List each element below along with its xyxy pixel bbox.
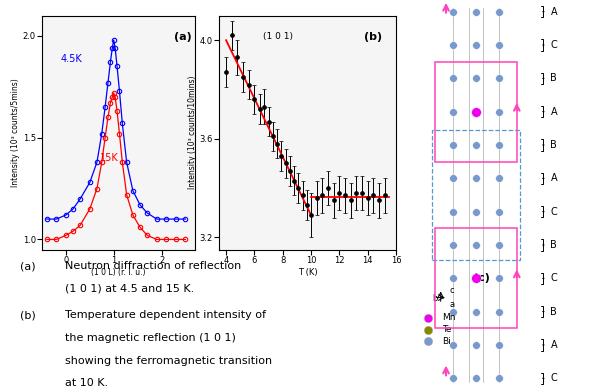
Text: (1 0 1) at 4.5 and 15 K.: (1 0 1) at 4.5 and 15 K.	[65, 284, 194, 294]
Text: (c): (c)	[473, 273, 490, 283]
Text: (a): (a)	[173, 32, 191, 42]
Bar	[436, 228, 517, 328]
Text: B: B	[550, 73, 557, 83]
Text: Neutron diffraction of reflection: Neutron diffraction of reflection	[65, 261, 241, 271]
Text: B: B	[550, 140, 557, 150]
Text: b: b	[432, 294, 437, 303]
Text: Bi: Bi	[442, 337, 451, 346]
Text: showing the ferromagnetic transition: showing the ferromagnetic transition	[65, 356, 272, 365]
X-axis label: (1 0 L) (r. l. u.): (1 0 L) (r. l. u.)	[91, 268, 146, 277]
Text: A: A	[550, 107, 557, 117]
Text: the magnetic reflection (1 0 1): the magnetic reflection (1 0 1)	[65, 333, 236, 343]
Text: C: C	[550, 40, 557, 50]
Text: (b): (b)	[364, 32, 382, 42]
Text: B: B	[550, 307, 557, 317]
Text: C: C	[550, 373, 557, 383]
Text: A: A	[550, 340, 557, 350]
Y-axis label: Intensity (10³ counts/10mins): Intensity (10³ counts/10mins)	[188, 76, 197, 190]
Text: Te: Te	[442, 325, 452, 334]
X-axis label: T (K): T (K)	[298, 268, 317, 277]
Text: A: A	[550, 7, 557, 17]
Text: 15K: 15K	[100, 152, 119, 163]
Y-axis label: Intensity (10³ counts/5mins): Intensity (10³ counts/5mins)	[11, 78, 20, 187]
Bar	[436, 62, 517, 162]
Text: A: A	[550, 173, 557, 183]
Text: C: C	[550, 207, 557, 217]
Text: (a): (a)	[20, 261, 36, 271]
Text: Mn: Mn	[442, 313, 456, 323]
Text: B: B	[550, 240, 557, 250]
Text: Temperature dependent intensity of: Temperature dependent intensity of	[65, 310, 266, 321]
Text: c: c	[449, 286, 454, 295]
Text: at 10 K.: at 10 K.	[65, 378, 108, 388]
Text: (1 0 1): (1 0 1)	[263, 32, 293, 41]
Text: C: C	[550, 273, 557, 283]
Text: a: a	[449, 300, 455, 310]
Bar	[432, 130, 520, 260]
Text: 4.5K: 4.5K	[61, 54, 82, 64]
Text: (b): (b)	[20, 310, 36, 321]
